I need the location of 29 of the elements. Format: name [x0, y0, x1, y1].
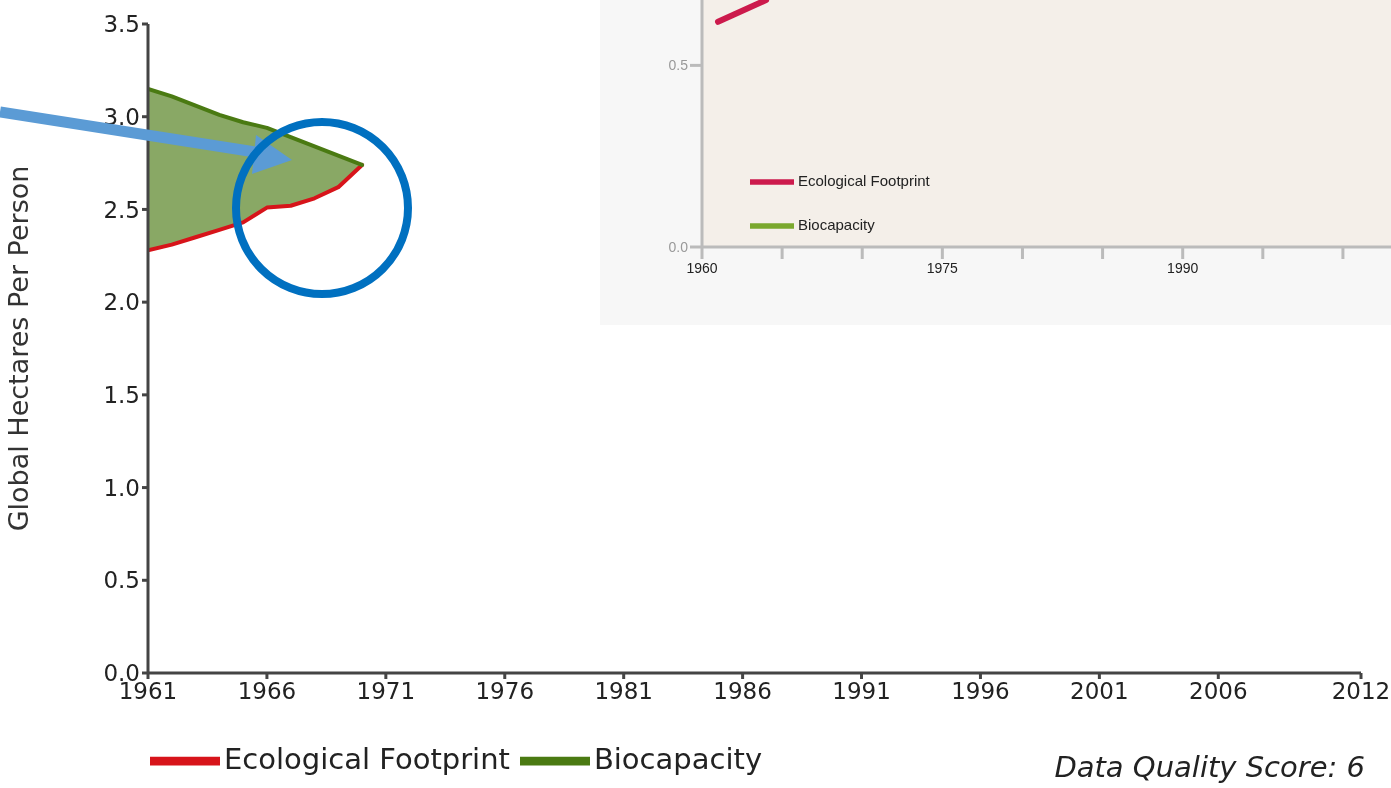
y-tick-label: 2.0 [103, 289, 140, 316]
y-tick-label: 0.5 [668, 57, 689, 74]
x-tick-label: 1996 [951, 678, 1010, 705]
y-tick-label: 2.5 [103, 196, 140, 223]
y-tick-label: 3.5 [103, 11, 140, 38]
legend-label: Ecological Footprint [224, 742, 510, 776]
x-tick-label: 1960 [686, 259, 718, 276]
y-tick-label: 3.0 [103, 103, 140, 130]
legend-label: Biocapacity [593, 742, 763, 776]
x-tick-label: 1966 [237, 678, 297, 705]
y-tick-label: 0.0 [668, 238, 689, 255]
x-tick-label: 2012 [1331, 678, 1391, 705]
y-tick-label: 0.5 [103, 567, 140, 594]
text: Data Quality Score: 6 [1054, 750, 1365, 784]
x-tick-label: 2001 [1070, 678, 1129, 705]
x-tick-label: 1976 [475, 678, 535, 705]
legend-label: Ecological Footprint [798, 171, 930, 189]
x-tick-label: 1975 [926, 259, 959, 276]
legend-label: Biocapacity [798, 215, 875, 233]
x-tick-label: 2006 [1189, 678, 1248, 705]
y-axis-title: Global Hectares Per Person [2, 165, 34, 532]
x-tick-label: 1991 [832, 678, 891, 705]
x-tick-label: 1971 [356, 678, 416, 705]
x-tick-label: 1990 [1167, 259, 1199, 276]
y-tick-label: 1.0 [103, 474, 140, 501]
x-tick-label: 1986 [713, 678, 772, 705]
x-tick-label: 1981 [594, 678, 653, 705]
y-tick-label: 1.5 [103, 382, 140, 409]
line-series [148, 86, 365, 167]
